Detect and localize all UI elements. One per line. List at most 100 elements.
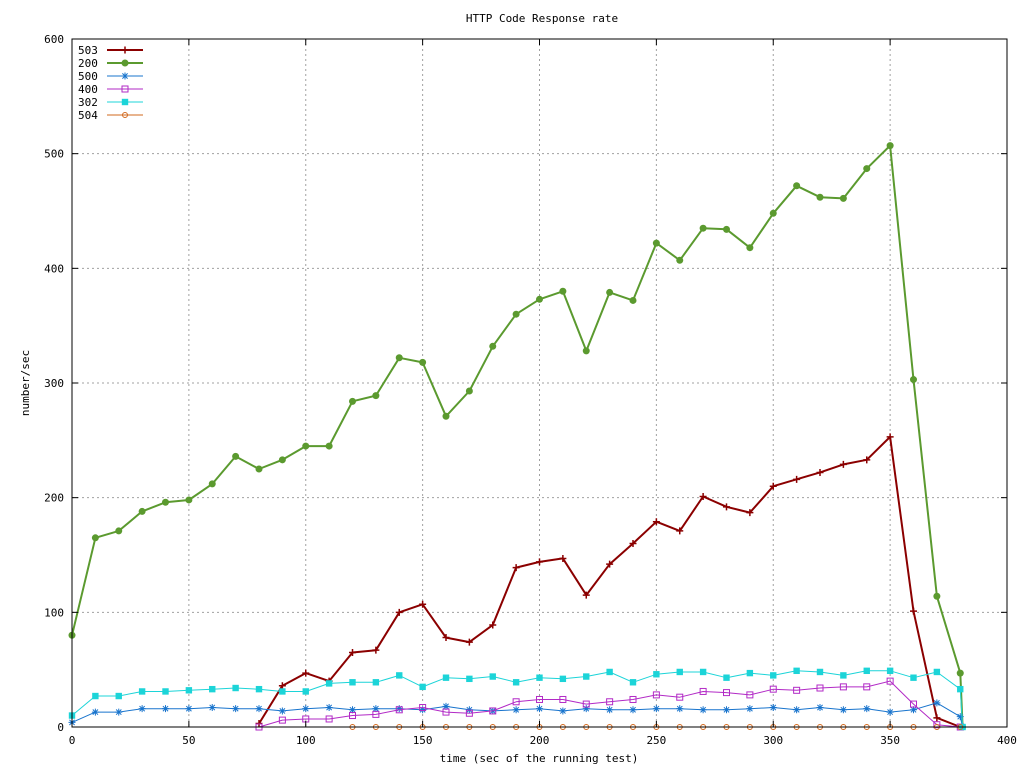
data-point-500	[91, 708, 99, 716]
data-point-503	[512, 564, 520, 572]
data-point-200	[606, 288, 614, 296]
data-point-500	[208, 704, 216, 712]
data-point-503	[582, 591, 590, 599]
x-tick-label: 250	[646, 734, 666, 747]
data-point-302	[419, 683, 426, 691]
data-point-302	[92, 692, 99, 700]
data-point-302	[629, 679, 637, 686]
data-point-400	[372, 710, 380, 718]
legend-marker-503	[121, 46, 129, 54]
legend-marker-302	[121, 98, 129, 106]
data-point-200	[559, 287, 567, 295]
data-point-500	[933, 699, 941, 707]
x-tick-label: 350	[880, 734, 900, 747]
data-point-503	[793, 475, 801, 483]
data-point-302	[138, 688, 146, 695]
data-point-503	[349, 648, 356, 656]
data-point-500	[162, 705, 169, 713]
data-point-302	[583, 673, 590, 680]
data-point-302	[232, 684, 239, 692]
data-point-200	[652, 239, 660, 247]
data-point-200	[512, 310, 520, 318]
data-point-200	[793, 182, 801, 190]
data-point-200	[816, 193, 824, 201]
data-point-400	[839, 683, 847, 691]
data-point-503	[652, 518, 660, 526]
data-point-200	[676, 256, 684, 264]
y-tick-label: 0	[57, 721, 64, 734]
data-point-302	[442, 674, 450, 681]
data-point-503	[699, 493, 707, 501]
data-point-400	[442, 708, 450, 716]
data-point-500	[372, 705, 380, 713]
data-point-302	[770, 672, 777, 679]
legend-label: 200	[78, 57, 98, 70]
data-point-200	[419, 358, 427, 366]
data-point-200	[302, 442, 310, 450]
data-point-400	[746, 691, 754, 699]
data-point-302	[209, 685, 216, 693]
x-tick-label: 50	[182, 734, 195, 747]
data-point-200	[582, 347, 590, 355]
data-point-500	[255, 705, 263, 713]
data-point-503	[606, 560, 614, 568]
data-point-503	[723, 503, 730, 511]
legend-label: 503	[78, 44, 98, 57]
legend-label: 504	[78, 109, 98, 122]
legend-item-504: 504	[78, 109, 143, 122]
x-tick-label: 150	[413, 734, 433, 747]
y-tick-label: 200	[44, 492, 64, 505]
data-point-400	[349, 712, 356, 720]
data-point-500	[559, 707, 567, 715]
data-point-200	[372, 392, 380, 400]
data-point-200	[489, 342, 497, 350]
data-point-400	[489, 707, 497, 715]
data-point-302	[840, 672, 847, 679]
data-point-200	[910, 376, 917, 384]
data-point-400	[769, 685, 777, 693]
data-point-503	[863, 456, 871, 464]
data-point-200	[138, 507, 146, 515]
data-point-500	[512, 706, 520, 714]
data-point-400	[676, 693, 684, 701]
data-point-200	[232, 452, 240, 460]
x-tick-label: 300	[763, 734, 783, 747]
data-point-200	[255, 465, 263, 473]
data-point-400	[395, 706, 403, 714]
data-point-302	[372, 679, 380, 686]
data-point-200	[185, 496, 193, 504]
y-tick-label: 600	[44, 33, 64, 46]
data-point-302	[606, 668, 613, 676]
data-point-302	[185, 687, 193, 694]
data-point-400	[886, 677, 894, 685]
data-point-200	[933, 592, 941, 600]
series-400	[255, 677, 964, 731]
data-point-503	[372, 646, 380, 654]
data-point-302	[676, 668, 683, 676]
data-point-302	[512, 679, 520, 686]
data-point-200	[839, 194, 847, 202]
data-point-302	[349, 679, 356, 686]
data-point-500	[676, 705, 684, 713]
data-point-302	[863, 667, 870, 675]
y-axis-label: number/sec	[19, 350, 32, 416]
data-point-200	[278, 456, 286, 464]
data-point-503	[676, 527, 684, 535]
legend-marker-500	[121, 72, 129, 80]
data-point-302	[793, 667, 800, 675]
data-point-302	[489, 673, 496, 680]
data-point-302	[699, 668, 707, 676]
data-point-500	[699, 706, 707, 714]
axis-ticks: 0 50 100 150 200 250 300 350 4000100200300400500…	[44, 33, 1017, 747]
data-point-503	[629, 540, 637, 548]
data-point-200	[91, 534, 99, 542]
y-tick-label: 400	[44, 262, 64, 275]
data-point-302	[302, 688, 309, 695]
data-point-500	[723, 706, 730, 714]
legend-label: 400	[78, 83, 98, 96]
series-302	[68, 667, 966, 731]
legend-label: 302	[78, 96, 98, 109]
data-point-500	[956, 713, 964, 721]
series-line-503	[258, 435, 961, 728]
